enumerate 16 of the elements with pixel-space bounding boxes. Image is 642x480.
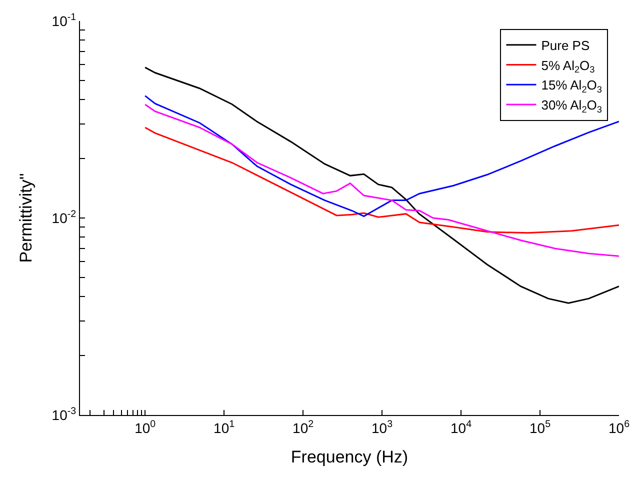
x-tick-label: 10$^{1}$ bbox=[214, 419, 235, 436]
x-tick-label: 10$^{0}$ bbox=[134, 419, 156, 436]
y-tick-label: 10$^{-1}$ bbox=[52, 12, 76, 29]
x-tick-label: 10$^{4}$ bbox=[450, 419, 472, 436]
x-tick-label: 10$^{5}$ bbox=[529, 419, 552, 436]
x-axis-title: Frequency (Hz) bbox=[290, 447, 408, 466]
legend-label: 15% Al$_{2}$O$_{3}$ bbox=[541, 78, 602, 94]
x-tick-label: 10$^{2}$ bbox=[292, 419, 314, 436]
legend-label: 5% Al$_{2}$O$_{3}$ bbox=[541, 58, 595, 75]
x-tick-label: 10$^{3}$ bbox=[372, 419, 394, 436]
legend-label: 30% Al$_{2}$O$_{3}$ bbox=[541, 98, 602, 114]
y-tick-label: 10$^{-2}$ bbox=[52, 209, 76, 226]
x-tick-label: 10$^{6}$ bbox=[608, 419, 630, 436]
y-tick-label: 10$^{-3}$ bbox=[52, 406, 77, 423]
legend-label: Pure PS bbox=[541, 38, 590, 53]
y-axis-title: Permittivity'' bbox=[16, 173, 36, 263]
